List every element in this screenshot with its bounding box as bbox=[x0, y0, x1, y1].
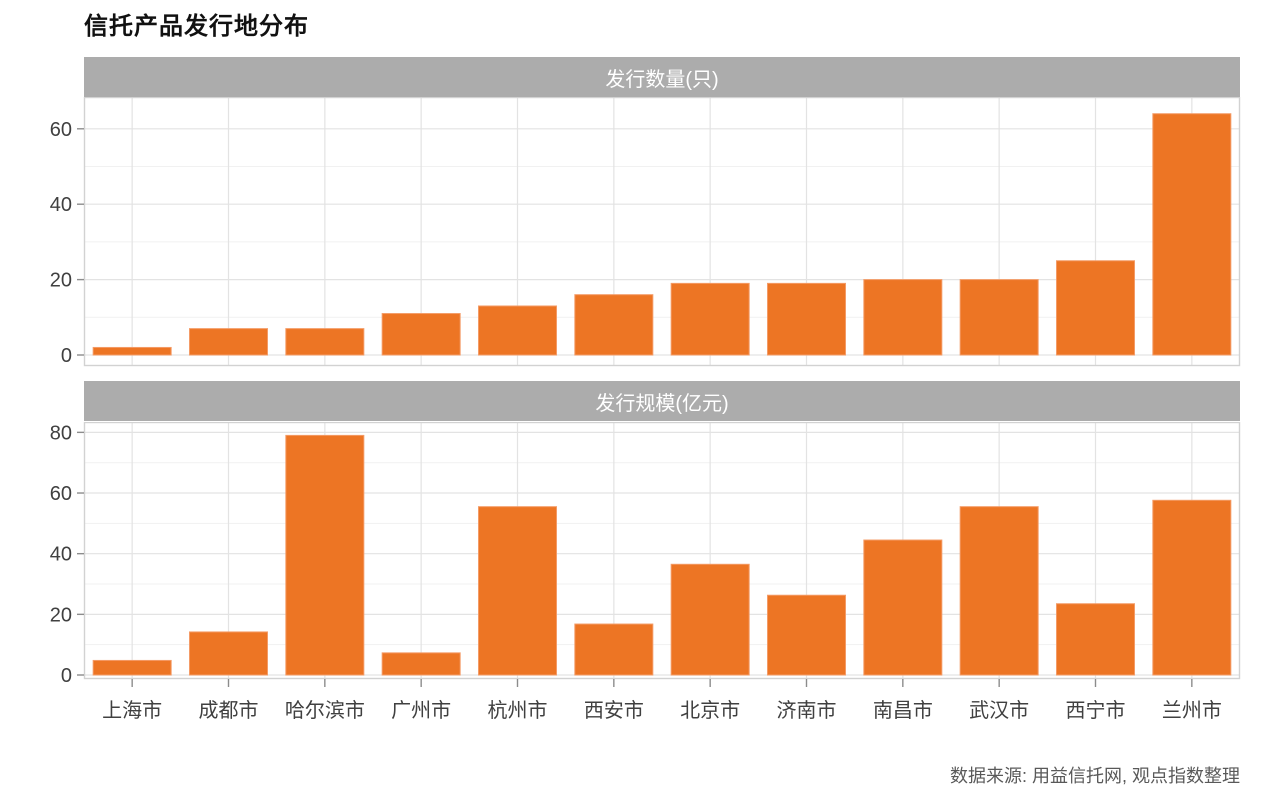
y-tick-label: 40 bbox=[50, 544, 72, 566]
bar bbox=[863, 279, 943, 356]
data-source-caption: 数据来源: 用益信托网, 观点指数整理 bbox=[949, 766, 1240, 786]
y-tick-label: 40 bbox=[50, 194, 72, 216]
y-tick-label: 20 bbox=[50, 604, 72, 626]
bar bbox=[285, 328, 365, 356]
bar bbox=[92, 659, 172, 676]
panel-border bbox=[83, 422, 1241, 680]
x-category-label: 兰州市 bbox=[1162, 699, 1222, 722]
bar bbox=[1152, 113, 1232, 356]
quantity-bar-panel: 0 20 40 60 bbox=[50, 97, 1241, 367]
y-tick-label: 60 bbox=[50, 483, 72, 505]
scale-bar-panel: 0 20 40 60 80 上海市 成都市 哈尔滨市 广州市 杭州市 西安市 北京市 济南市 南昌市 武汉市… bbox=[50, 422, 1241, 722]
bar bbox=[1056, 603, 1135, 676]
y-tick-label: 0 bbox=[61, 345, 72, 367]
bar bbox=[863, 539, 943, 676]
bar bbox=[478, 506, 557, 676]
bar bbox=[381, 313, 461, 356]
y-tick-label: 60 bbox=[50, 119, 72, 141]
y-tick-label: 0 bbox=[61, 665, 72, 687]
x-category-label: 哈尔滨市 bbox=[285, 699, 365, 722]
bar bbox=[1152, 499, 1232, 676]
x-category-label: 西安市 bbox=[584, 699, 644, 722]
bar bbox=[767, 594, 846, 676]
x-category-label: 上海市 bbox=[102, 699, 162, 722]
panel-border bbox=[83, 97, 1241, 367]
bar bbox=[189, 631, 268, 676]
x-category-label: 杭州市 bbox=[488, 699, 548, 722]
chart-title: 信托产品发行地分布 bbox=[84, 13, 309, 40]
bar bbox=[381, 652, 461, 676]
y-tick-label: 80 bbox=[50, 422, 72, 444]
bar bbox=[959, 506, 1039, 676]
panel-strip-quantity-label: 发行数量(只) bbox=[605, 68, 719, 91]
bar bbox=[767, 282, 846, 356]
bar bbox=[189, 328, 268, 356]
y-tick-label: 20 bbox=[50, 270, 72, 292]
bar bbox=[670, 563, 750, 676]
bar bbox=[92, 346, 172, 356]
x-category-label: 成都市 bbox=[199, 699, 259, 722]
x-category-label: 北京市 bbox=[680, 699, 740, 722]
x-category-label: 广州市 bbox=[391, 699, 451, 722]
x-category-label: 南昌市 bbox=[873, 699, 933, 722]
bar bbox=[285, 434, 365, 676]
bar bbox=[574, 623, 654, 676]
bar bbox=[670, 282, 750, 356]
bar bbox=[1056, 260, 1135, 356]
bar bbox=[574, 294, 654, 356]
bar bbox=[478, 305, 557, 356]
panel-strip-scale-label: 发行规模(亿元) bbox=[595, 392, 729, 415]
panel-strip-scale: 发行规模(亿元) bbox=[84, 381, 1240, 421]
x-category-label: 西宁市 bbox=[1066, 699, 1126, 722]
x-category-label: 武汉市 bbox=[969, 699, 1029, 722]
panel-strip-quantity: 发行数量(只) bbox=[84, 57, 1240, 97]
bar bbox=[959, 279, 1039, 356]
x-category-label: 济南市 bbox=[777, 699, 837, 722]
